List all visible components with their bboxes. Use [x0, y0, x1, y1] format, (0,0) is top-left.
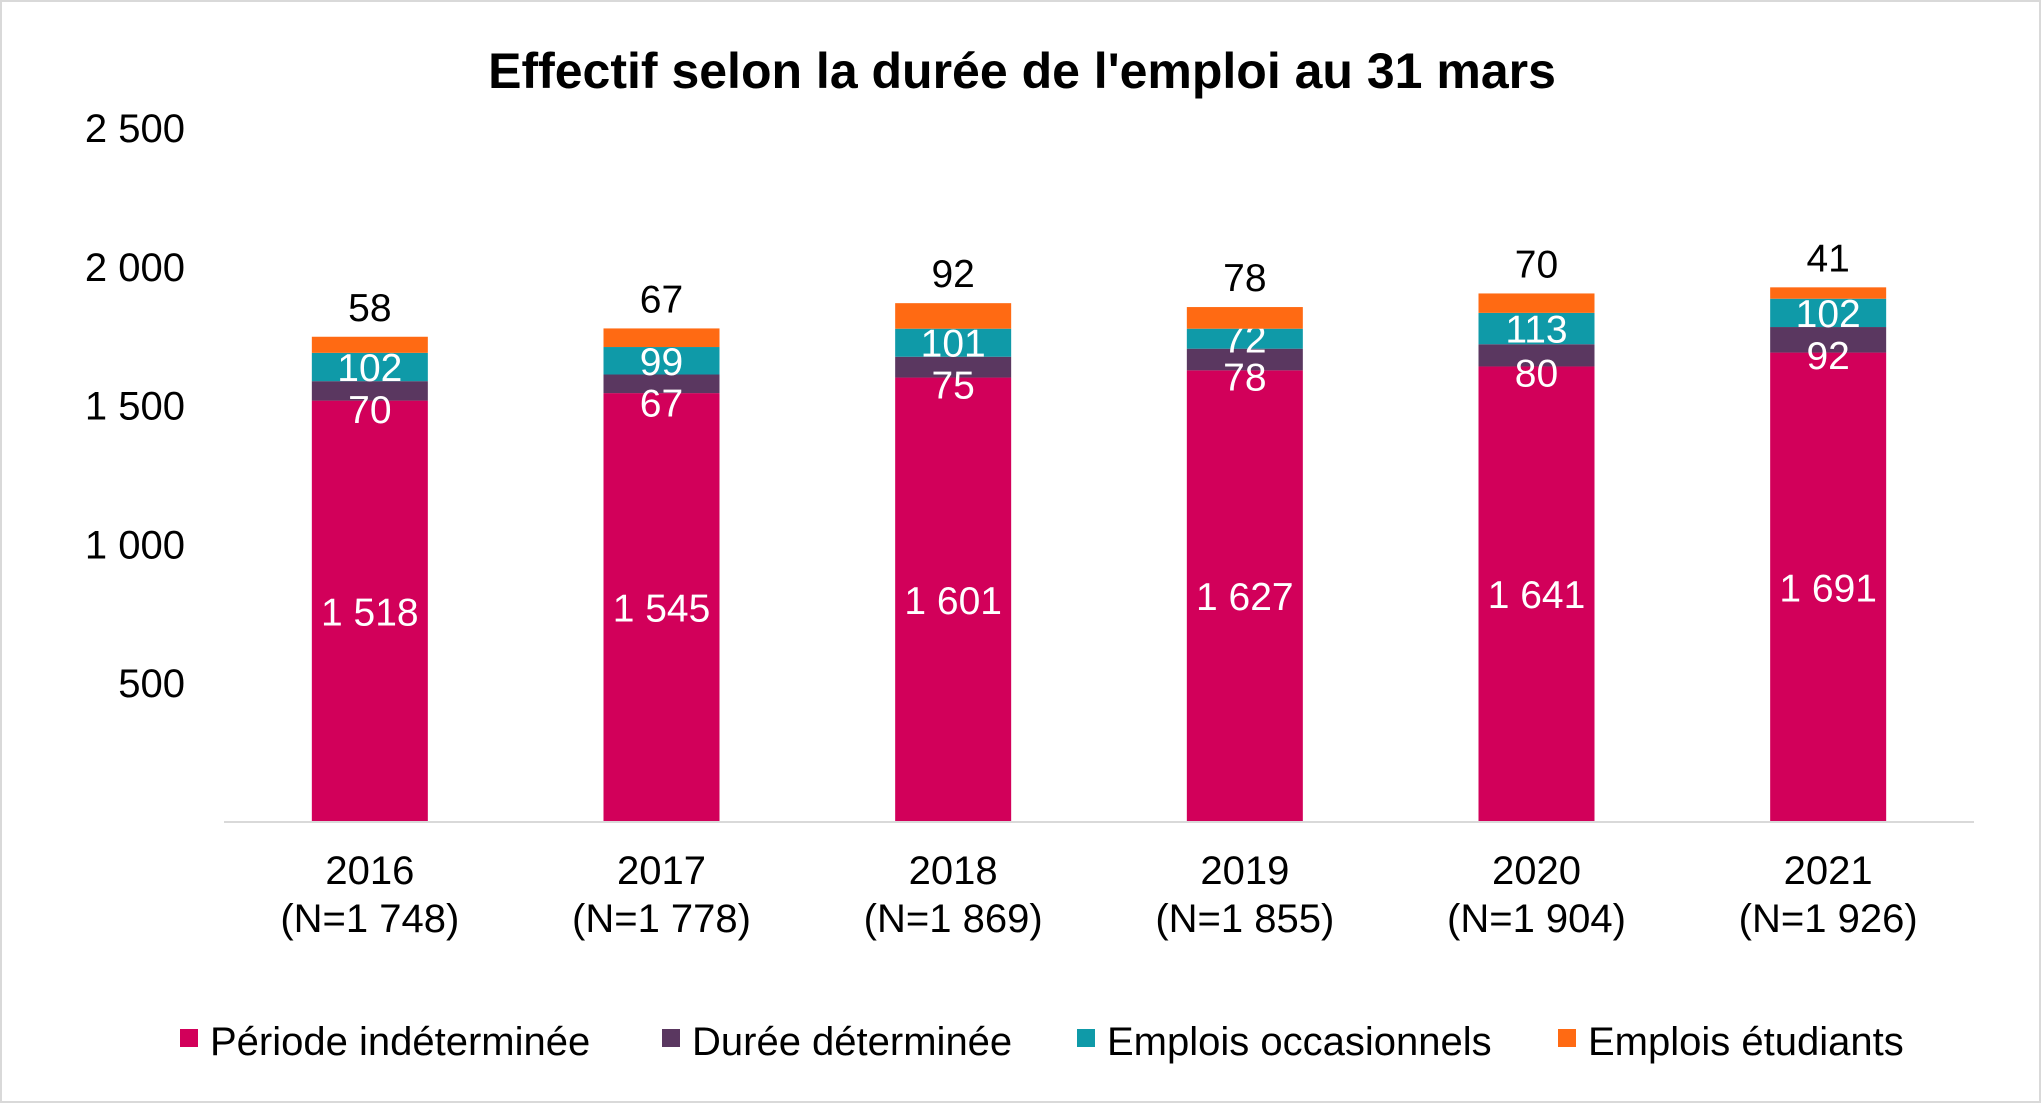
data-label: 101	[921, 323, 986, 366]
x-tick-label: 2018	[909, 849, 998, 893]
legend: Période indéterminée Durée déterminée Empl…	[180, 1020, 1904, 1064]
x-tick-label: 2016	[325, 849, 414, 893]
data-label: 67	[640, 383, 683, 426]
bar-segment	[1186, 307, 1303, 329]
legend-item: Emplois occasionnels	[1077, 1020, 1492, 1064]
data-label: 99	[640, 341, 683, 384]
data-label: 113	[1505, 309, 1567, 352]
legend-label: Emplois occasionnels	[1107, 1020, 1492, 1064]
data-label: 92	[1806, 335, 1849, 378]
data-label: 41	[1806, 237, 1849, 280]
y-tick-label: 500	[118, 662, 185, 706]
x-axis: 2016(N=1 748) 2017(N=1 778) 2018(N=1 869) 2…	[280, 849, 1917, 941]
bar-segment	[1186, 348, 1303, 371]
x-tick-label: 2021	[1784, 849, 1873, 893]
bar-segment	[1186, 328, 1303, 349]
y-tick-label: 2 500	[85, 107, 185, 151]
bar-segment	[895, 328, 1012, 357]
data-label: 80	[1515, 352, 1558, 395]
bar-segment	[1478, 312, 1595, 345]
bar-segment	[603, 393, 720, 822]
data-label: 70	[1515, 243, 1558, 286]
bar-segment	[603, 374, 720, 394]
x-tick-label: (N=1 778)	[572, 897, 751, 941]
data-label: 1 627	[1196, 576, 1294, 619]
bar-segment	[1770, 352, 1887, 822]
bar-segment	[895, 356, 1012, 378]
data-label: 1 691	[1779, 567, 1877, 610]
x-tick-label: (N=1 855)	[1155, 897, 1334, 941]
data-label: 1 601	[904, 580, 1002, 623]
y-tick-label: 2 000	[85, 246, 185, 290]
legend-label: Emplois étudiants	[1588, 1020, 1904, 1064]
data-label: 1 518	[321, 591, 419, 634]
legend-item: Durée déterminée	[662, 1020, 1012, 1064]
legend-label: Période indéterminée	[210, 1020, 590, 1064]
x-tick-label: (N=1 904)	[1447, 897, 1626, 941]
data-label: 67	[640, 278, 683, 321]
legend-swatch	[180, 1029, 198, 1047]
bar-segment	[895, 377, 1012, 822]
data-label: 70	[348, 389, 391, 432]
bar-segment	[1770, 327, 1887, 353]
bar-segment	[311, 352, 428, 382]
y-tick-label: 1 000	[85, 523, 185, 567]
data-label: 1 545	[613, 588, 711, 631]
data-label: 92	[931, 253, 974, 296]
legend-item: Emplois étudiants	[1558, 1020, 1904, 1064]
x-tick-label: 2020	[1492, 849, 1581, 893]
y-axis: 500 1 000 1 500 2 000 2 500	[85, 107, 185, 706]
legend-label: Durée déterminée	[692, 1020, 1012, 1064]
bar-segment	[1770, 287, 1887, 299]
x-tick-label: 2017	[617, 849, 706, 893]
data-label: 58	[348, 287, 391, 330]
data-label: 102	[337, 347, 402, 390]
data-label: 75	[931, 365, 974, 408]
bar-segment	[603, 328, 720, 348]
bar-segment	[1478, 366, 1595, 822]
x-tick-label: 2019	[1200, 849, 1289, 893]
bar-segment	[1478, 344, 1595, 367]
x-tick-label: (N=1 926)	[1739, 897, 1918, 941]
y-tick-label: 1 500	[85, 385, 185, 429]
data-label: 1 641	[1488, 574, 1586, 617]
bar-segment	[895, 303, 1012, 329]
legend-item: Période indéterminée	[180, 1020, 590, 1064]
bar-segment	[311, 336, 428, 353]
bar-segment	[1770, 298, 1887, 328]
legend-swatch	[1077, 1029, 1095, 1047]
bar-segment	[603, 347, 720, 375]
x-tick-label: (N=1 748)	[280, 897, 459, 941]
x-tick-label: (N=1 869)	[864, 897, 1043, 941]
legend-swatch	[662, 1029, 680, 1047]
bar-segment	[311, 381, 428, 401]
bar-segment	[311, 400, 428, 822]
data-label: 78	[1223, 257, 1266, 300]
bar-segment	[1186, 370, 1303, 822]
bar-segment	[1478, 293, 1595, 313]
data-label: 102	[1796, 293, 1861, 336]
data-label: 78	[1223, 357, 1266, 400]
chart-title: Effectif selon la durée de l'emploi au 3…	[488, 43, 1556, 99]
legend-swatch	[1558, 1029, 1576, 1047]
